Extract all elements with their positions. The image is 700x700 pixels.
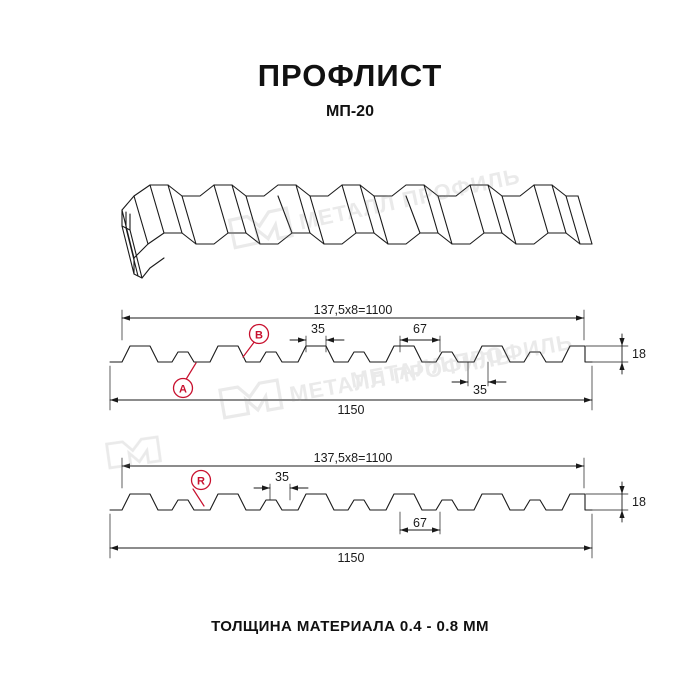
dim-inner-67-reverse: 67 [413, 516, 427, 530]
watermark-logo-icon [227, 206, 294, 250]
callout-bubble-r [190, 469, 212, 491]
isometric-profile-illustration [121, 184, 593, 279]
watermark-logo-icon [105, 435, 163, 470]
dim-height-front: 18 [632, 347, 646, 361]
page-title: ПРОФЛИСТ [257, 58, 443, 93]
watermark-logo-icon [218, 378, 284, 420]
dim-inner-35-front-upper: 35 [311, 322, 325, 336]
dim-bottom-front: 1150 [338, 403, 365, 417]
callout-label-a: A [179, 384, 187, 396]
dim-inner-35-reverse: 35 [275, 470, 289, 484]
watermark-text: МЕТАЛЛ ПРОФИЛЬ [297, 163, 523, 234]
material-thickness-note: ТОЛЩИНА МАТЕРИАЛА 0.4 - 0.8 ММ [211, 618, 489, 635]
page-subtitle: МП-20 [326, 103, 374, 120]
dim-inner-35-front-lower: 35 [473, 383, 487, 397]
callout-bubble-b [248, 323, 270, 345]
callout-label-r: R [197, 476, 205, 488]
profile-view-reverse [109, 457, 629, 559]
dim-inner-67-front: 67 [413, 322, 427, 336]
dim-bottom-reverse: 1150 [338, 551, 365, 565]
dim-top-front: 137,5х8=1100 [314, 303, 393, 317]
profile-view-front [109, 309, 629, 411]
dim-top-reverse: 137,5х8=1100 [314, 451, 393, 465]
callout-label-b: B [255, 330, 263, 342]
callout-bubble-a [172, 377, 194, 399]
dim-height-reverse: 18 [632, 495, 646, 509]
